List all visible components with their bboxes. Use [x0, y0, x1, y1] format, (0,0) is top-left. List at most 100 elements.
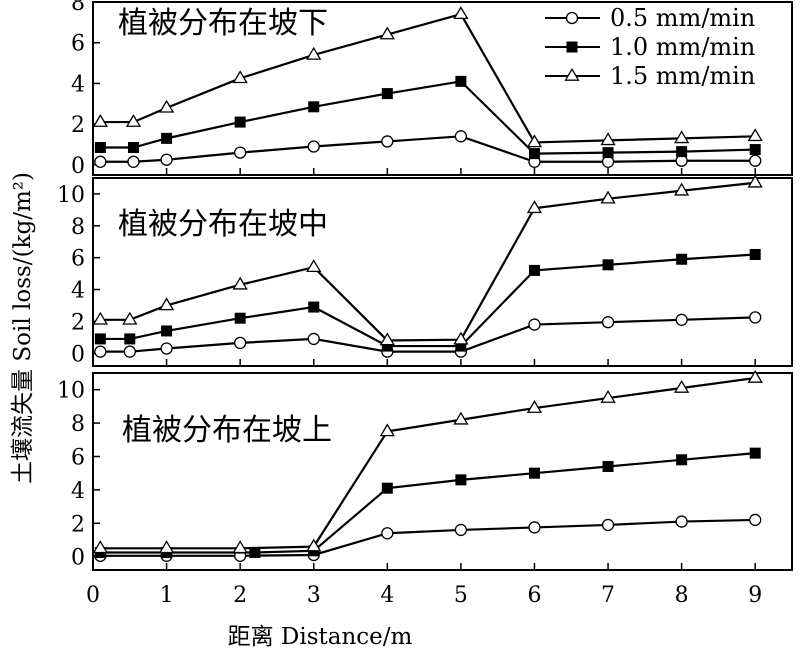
data-point	[749, 248, 761, 260]
data-point	[381, 527, 394, 540]
panel-title: 植被分布在坡下	[118, 6, 328, 41]
data-point	[526, 399, 543, 413]
data-point	[307, 332, 320, 346]
y-tick-label: 4	[71, 479, 85, 504]
y-tick-label: 6	[71, 247, 85, 272]
data-point	[673, 130, 690, 144]
y-tick-label: 0	[71, 342, 85, 367]
y-tick-label: 6	[71, 445, 85, 470]
data-point	[381, 482, 393, 494]
series-1-0-mm-min	[94, 75, 761, 160]
x-tick-label: 2	[233, 583, 247, 608]
data-point	[749, 513, 762, 527]
data-point	[232, 276, 248, 290]
data-point	[747, 128, 763, 142]
data-point	[234, 312, 246, 324]
y-tick-label: 10	[57, 379, 85, 404]
y-tick-label: 10	[57, 183, 85, 208]
x-tick-label: 9	[748, 583, 762, 608]
y-tick-label: 8	[71, 0, 85, 16]
data-point	[600, 389, 616, 403]
x-tick-label: 8	[675, 583, 689, 608]
data-point	[92, 540, 108, 554]
data-point	[161, 132, 173, 144]
legend-label: 0.5 mm/min	[610, 4, 755, 32]
data-point	[749, 154, 762, 167]
data-point	[160, 153, 173, 166]
legend-marker	[565, 11, 579, 25]
series-0-5-mm-min	[94, 513, 762, 562]
data-point	[94, 333, 106, 345]
data-point	[528, 264, 540, 276]
y-tick-label: 0	[71, 546, 85, 571]
data-point	[122, 311, 138, 325]
data-point	[308, 101, 320, 113]
legend-marker	[564, 67, 580, 81]
data-point	[673, 379, 690, 393]
series-1-5-mm-min	[92, 369, 763, 554]
panel-frame	[92, 1, 793, 176]
data-point	[602, 259, 614, 271]
data-point	[161, 325, 173, 337]
x-tick-label: 0	[86, 583, 100, 608]
data-point	[127, 142, 139, 154]
data-point	[673, 182, 690, 196]
panel-3: 0 2 4 6 8 10 植被分布在坡上	[57, 369, 793, 571]
y-tick-label: 8	[71, 215, 85, 240]
data-point	[526, 134, 543, 148]
data-point	[676, 253, 688, 265]
data-point	[602, 147, 614, 159]
data-point	[94, 345, 107, 358]
y-tick-label: 4	[71, 72, 85, 97]
data-point	[381, 135, 394, 148]
data-point	[306, 538, 322, 552]
data-point	[306, 46, 322, 60]
y-tick-label: 4	[71, 279, 85, 304]
y-tick-label: 0	[71, 154, 85, 179]
data-point	[528, 521, 541, 534]
data-point	[749, 311, 762, 324]
data-point	[453, 331, 469, 345]
data-point	[675, 515, 688, 528]
data-point	[92, 311, 108, 325]
legend-marker	[566, 41, 578, 53]
legend-item: 0.5 mm/min	[545, 4, 755, 32]
data-point	[158, 540, 175, 554]
data-point	[676, 454, 688, 466]
series-line	[100, 376, 756, 550]
series-line	[100, 452, 756, 554]
panel-frame	[92, 177, 793, 367]
data-point	[747, 174, 763, 188]
data-point	[308, 301, 320, 313]
data-point	[749, 144, 761, 156]
data-point	[307, 140, 320, 153]
data-point	[454, 523, 468, 537]
data-point	[94, 155, 107, 168]
series-0-5-mm-min	[94, 130, 762, 168]
series-1-0-mm-min	[94, 248, 761, 352]
legend-label: 1.5 mm/min	[610, 62, 755, 90]
data-point	[528, 148, 540, 160]
x-tick-label: 3	[307, 583, 321, 608]
data-point	[379, 26, 395, 40]
data-point	[526, 200, 543, 214]
data-point	[601, 518, 615, 532]
data-point	[125, 113, 142, 127]
data-point	[453, 411, 469, 425]
x-axis: 0 1 2 3 4 5 6 7 8 9	[86, 583, 762, 608]
x-axis-label: 距离 Distance/m	[228, 624, 413, 650]
series-line	[100, 80, 756, 155]
series-1-5-mm-min	[92, 6, 763, 148]
x-tick-label: 1	[160, 583, 174, 608]
data-point	[123, 345, 136, 358]
panel-1: 0 2 4 6 8 植被分布在坡下	[71, 0, 793, 179]
x-tick-label: 4	[380, 583, 394, 608]
series-1-5-mm-min	[92, 174, 763, 346]
y-tick-label: 6	[71, 32, 85, 57]
panel-title: 植被分布在坡中	[118, 207, 328, 242]
data-point	[600, 190, 616, 204]
data-point	[453, 6, 469, 20]
y-axis-label: 土壤流失量 Soil loss/(kg/m²)	[10, 172, 36, 484]
